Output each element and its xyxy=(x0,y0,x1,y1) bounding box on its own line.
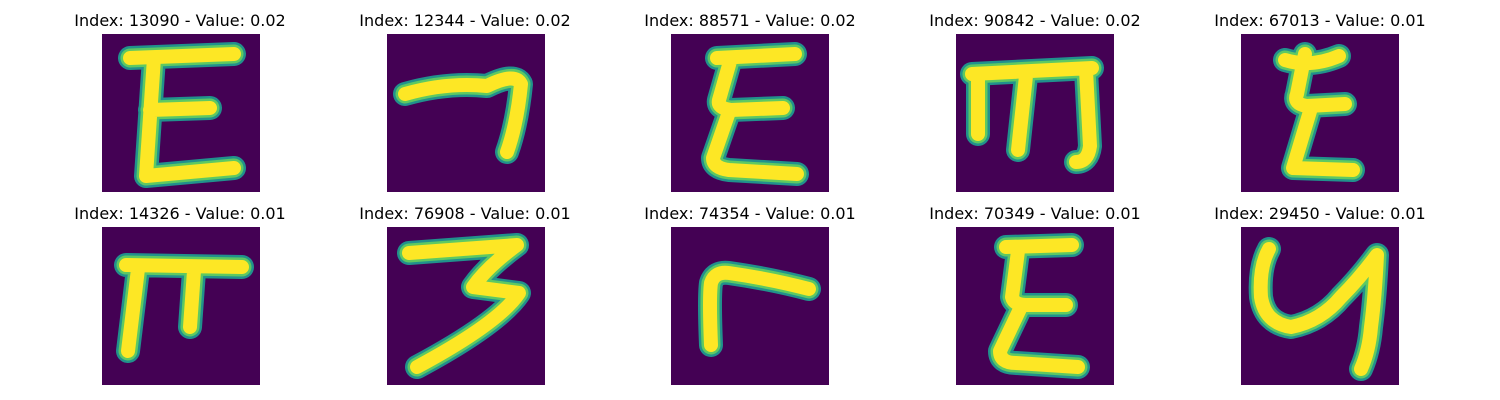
handwritten-character-image xyxy=(671,34,829,192)
character-stroke xyxy=(402,238,526,374)
panel-title-2: Index: 12344 - Value: 0.02 xyxy=(359,11,571,30)
character-stroke xyxy=(993,238,1085,374)
panel-title-6: Index: 14326 - Value: 0.01 xyxy=(74,204,286,223)
panel-title-5: Index: 67013 - Value: 0.01 xyxy=(1214,11,1426,30)
character-stroke xyxy=(1253,242,1384,376)
panel-title-4: Index: 90842 - Value: 0.02 xyxy=(929,11,1141,30)
panel-image-10 xyxy=(1241,227,1399,385)
handwritten-character-image xyxy=(387,34,545,192)
panel-title-3: Index: 88571 - Value: 0.02 xyxy=(644,11,856,30)
handwritten-character-image xyxy=(387,227,545,385)
panel-title-1: Index: 13090 - Value: 0.02 xyxy=(74,11,286,30)
panel-image-6 xyxy=(102,227,260,385)
handwritten-character-image xyxy=(1241,34,1399,192)
character-stroke xyxy=(703,265,816,352)
character-stroke xyxy=(123,47,241,183)
handwritten-character-image xyxy=(102,227,260,385)
panel-title-7: Index: 76908 - Value: 0.01 xyxy=(359,204,571,223)
panel-image-2 xyxy=(387,34,545,192)
panel-image-4 xyxy=(956,34,1114,192)
character-stroke xyxy=(1278,47,1360,177)
handwritten-character-image xyxy=(671,227,829,385)
character-stroke xyxy=(706,47,804,181)
panel-image-3 xyxy=(671,34,829,192)
panel-image-7 xyxy=(387,227,545,385)
panel-image-5 xyxy=(1241,34,1399,192)
panel-image-1 xyxy=(102,34,260,192)
character-stroke xyxy=(965,61,1099,169)
handwritten-character-image xyxy=(1241,227,1399,385)
panel-title-9: Index: 70349 - Value: 0.01 xyxy=(929,204,1141,223)
panel-title-8: Index: 74354 - Value: 0.01 xyxy=(644,204,856,223)
handwritten-character-image xyxy=(956,34,1114,192)
character-stroke xyxy=(398,71,528,159)
handwritten-character-image xyxy=(956,227,1114,385)
panel-image-9 xyxy=(956,227,1114,385)
character-stroke xyxy=(119,258,249,358)
panel-title-10: Index: 29450 - Value: 0.01 xyxy=(1214,204,1426,223)
panel-image-8 xyxy=(671,227,829,385)
handwritten-character-image xyxy=(102,34,260,192)
